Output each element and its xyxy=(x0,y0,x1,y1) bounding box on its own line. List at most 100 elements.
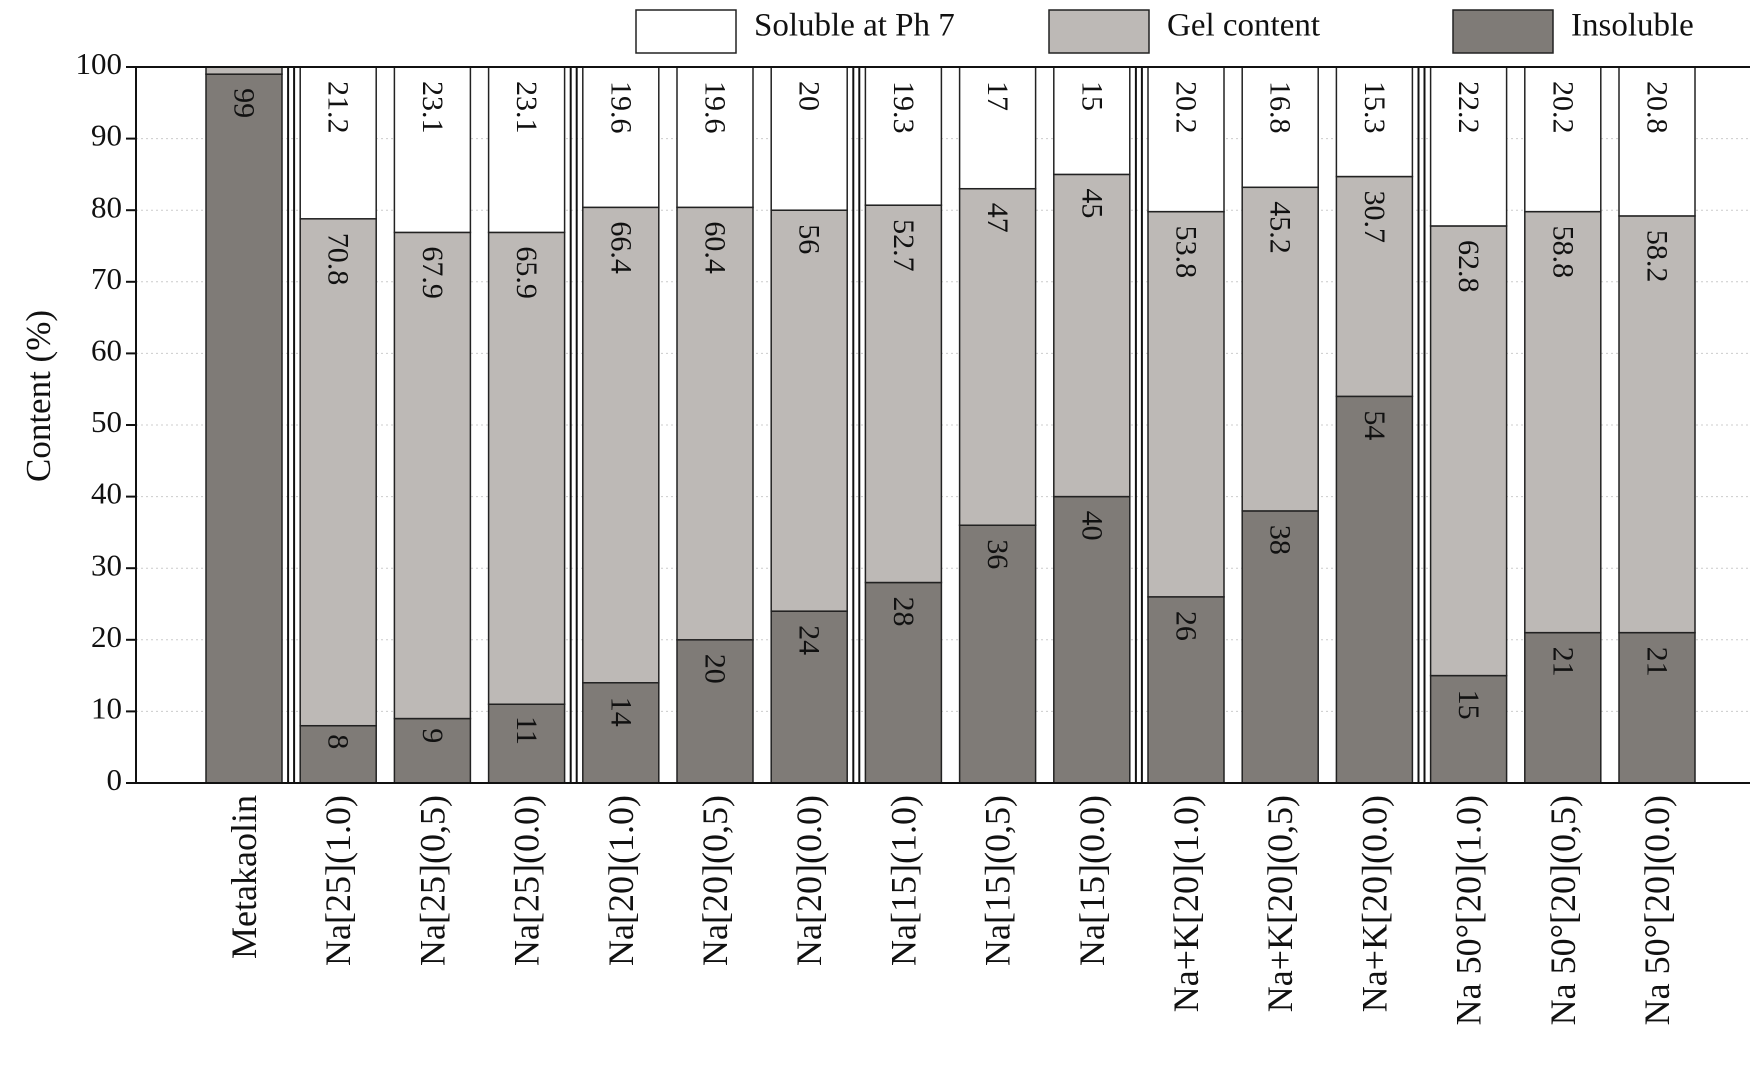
legend-swatch xyxy=(1452,9,1554,54)
bar-segment xyxy=(1335,66,1414,178)
legend-swatch xyxy=(635,9,737,54)
data-label: 19.6 xyxy=(604,81,637,134)
bar-segment xyxy=(487,231,566,705)
x-tick-label: Na[15](1.0) xyxy=(883,795,923,966)
data-label: 58.8 xyxy=(1546,226,1579,279)
bar-segment xyxy=(1618,215,1696,634)
bar-segment xyxy=(770,66,848,211)
data-label: 30.7 xyxy=(1358,191,1391,244)
data-label: 54 xyxy=(1358,410,1391,440)
y-tick-label: 70 xyxy=(91,261,122,296)
legend-label: Gel content xyxy=(1167,8,1320,44)
bar-segment xyxy=(1335,395,1414,784)
x-tick-label: Na+K[20](0,5) xyxy=(1260,795,1300,1012)
bar-segment xyxy=(393,717,472,784)
bar-segment xyxy=(676,66,754,209)
bar-segment xyxy=(958,66,1037,190)
y-tick-label: 80 xyxy=(91,189,122,224)
data-label: 45.2 xyxy=(1264,201,1297,254)
data-label: 8 xyxy=(322,734,355,749)
data-label: 23.1 xyxy=(416,81,449,134)
data-label: 21.2 xyxy=(322,81,355,134)
data-label: 19.6 xyxy=(699,81,732,134)
bar-segment xyxy=(1335,175,1414,398)
data-label: 19.3 xyxy=(887,81,920,134)
bar-segment xyxy=(299,218,377,727)
x-tick-label: Na[20](1.0) xyxy=(601,795,641,966)
data-label: 23.1 xyxy=(510,81,543,134)
y-tick-label: 10 xyxy=(91,691,122,726)
data-label: 16.8 xyxy=(1264,81,1297,134)
data-label: 70.8 xyxy=(322,233,355,285)
bar-segment xyxy=(676,206,754,641)
x-tick-label: Na 50°[20](0.0) xyxy=(1637,795,1677,1025)
data-label: 52.7 xyxy=(887,219,920,271)
data-label: 67.9 xyxy=(416,246,449,299)
y-axis-title: Content (%) xyxy=(19,310,58,482)
data-label: 38 xyxy=(1264,525,1297,555)
x-tick-label: Na[25](0.0) xyxy=(507,795,547,966)
bar-segment xyxy=(958,187,1037,526)
bar-segment xyxy=(1147,210,1225,598)
data-label: 45 xyxy=(1075,188,1108,218)
data-label: 40 xyxy=(1075,511,1108,541)
legend-label: Insoluble xyxy=(1571,8,1694,44)
data-label: 9 xyxy=(416,728,449,743)
y-tick-label: 30 xyxy=(91,547,122,582)
y-tick-label: 0 xyxy=(107,762,123,797)
data-label: 24 xyxy=(793,625,826,655)
bar-segment xyxy=(864,581,943,784)
bar-segment xyxy=(582,682,660,784)
bar-segment xyxy=(393,231,472,720)
y-tick-label: 90 xyxy=(91,118,122,153)
bar-segment xyxy=(1524,631,1602,784)
bar-segment xyxy=(1618,631,1696,784)
data-label: 20 xyxy=(793,81,826,111)
bar-segment xyxy=(582,66,660,209)
x-tick-label: Metakaolin xyxy=(224,795,264,959)
bar-segment xyxy=(1241,66,1319,189)
data-label: 28 xyxy=(887,597,920,627)
data-label: 26 xyxy=(1170,611,1203,641)
data-label: 15 xyxy=(1075,81,1108,111)
data-label: 20 xyxy=(699,654,732,684)
x-tick-label: Na[25](1.0) xyxy=(318,795,358,966)
bar-segment xyxy=(582,206,660,684)
data-label: 47 xyxy=(981,203,1014,233)
data-label: 14 xyxy=(604,697,637,727)
data-label: 66.4 xyxy=(604,221,637,274)
y-tick-label: 100 xyxy=(76,46,123,81)
data-label: 15 xyxy=(1452,690,1485,720)
data-label: 17 xyxy=(981,81,1014,111)
y-tick-label: 50 xyxy=(91,404,122,439)
bar-segment xyxy=(1429,225,1508,677)
y-tick-label: 20 xyxy=(91,619,122,654)
data-label: 20.8 xyxy=(1641,81,1674,134)
data-label: 20.2 xyxy=(1170,81,1203,134)
x-tick-label: Na[15](0,5) xyxy=(978,795,1018,966)
data-label: 21 xyxy=(1546,647,1579,677)
bar-segment xyxy=(1053,173,1131,498)
legend-label: Soluble at Ph 7 xyxy=(754,8,955,44)
data-label: 99 xyxy=(228,88,261,118)
x-tick-label: Na[25](0,5) xyxy=(412,795,452,966)
bar-segment xyxy=(1241,186,1319,512)
data-label: 20.2 xyxy=(1546,81,1579,134)
data-label: 11 xyxy=(510,716,543,745)
data-label: 36 xyxy=(981,539,1014,569)
bar-segment xyxy=(864,204,943,584)
bar-segment xyxy=(1241,510,1319,784)
x-tick-label: Na+K[20](0.0) xyxy=(1354,795,1394,1012)
data-label: 21 xyxy=(1641,647,1674,677)
data-label: 62.8 xyxy=(1452,240,1485,293)
data-label: 22.2 xyxy=(1452,81,1485,134)
bar-segment xyxy=(205,66,283,75)
bar-segment xyxy=(299,724,377,784)
data-label: 60.4 xyxy=(699,221,732,274)
data-label: 53.8 xyxy=(1170,226,1203,279)
x-tick-label: Na[20](0.0) xyxy=(789,795,829,966)
y-tick-label: 40 xyxy=(91,476,122,511)
bar-segment xyxy=(1618,66,1696,217)
